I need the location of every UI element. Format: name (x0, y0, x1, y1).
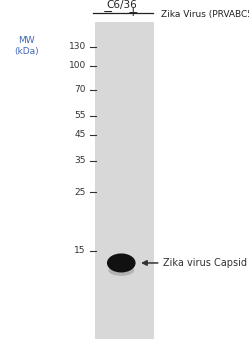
Text: +: + (128, 6, 138, 19)
Text: 25: 25 (74, 188, 86, 197)
Text: 35: 35 (74, 156, 86, 165)
Text: Zika Virus (PRVABC59): Zika Virus (PRVABC59) (161, 10, 249, 19)
Text: MW
(kDa): MW (kDa) (14, 36, 38, 56)
Text: 100: 100 (69, 61, 86, 70)
Text: Zika virus Capsid: Zika virus Capsid (163, 258, 247, 268)
Ellipse shape (107, 253, 136, 273)
Text: 45: 45 (74, 130, 86, 139)
Text: 15: 15 (74, 246, 86, 255)
Text: 130: 130 (69, 42, 86, 51)
Text: C6/36: C6/36 (107, 0, 137, 10)
Text: −: − (103, 6, 114, 19)
Bar (95, 22, 154, 339)
Text: 55: 55 (74, 111, 86, 120)
Ellipse shape (108, 265, 134, 276)
Text: 70: 70 (74, 85, 86, 94)
